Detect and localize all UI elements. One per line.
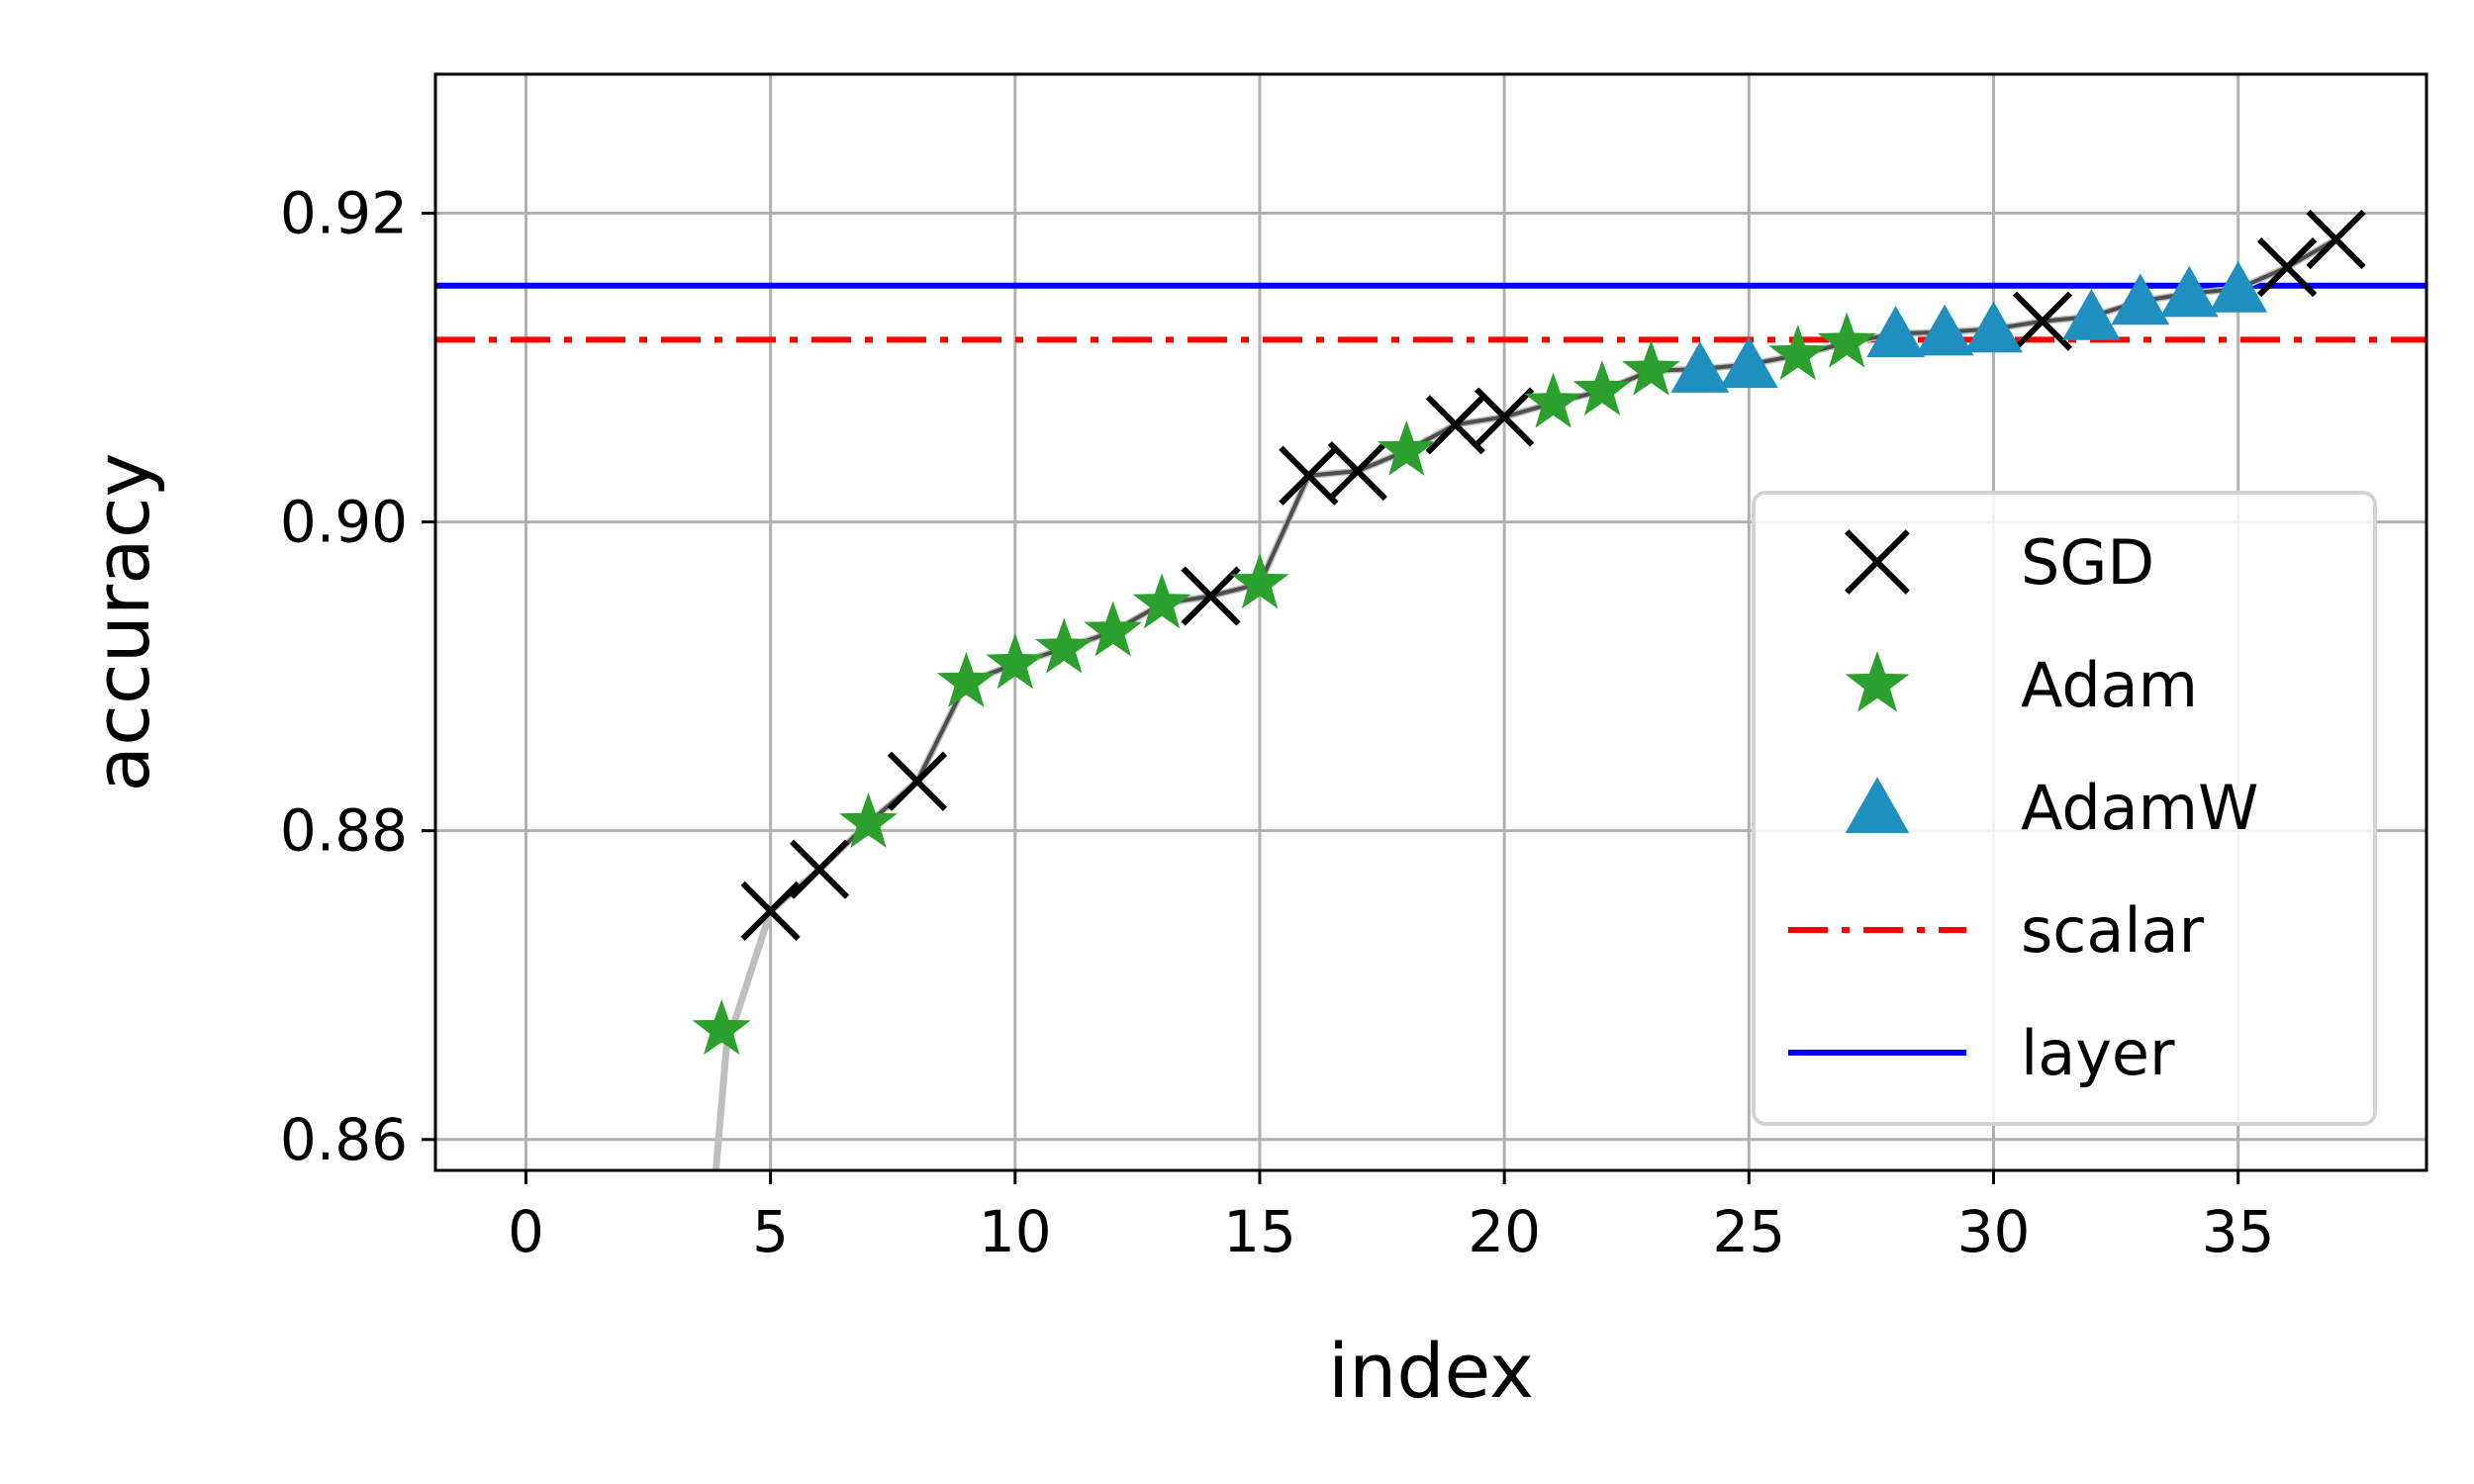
sgd-point [1425, 395, 1485, 455]
legend-entry: SGD [1845, 526, 2154, 599]
adam-point [1230, 553, 1289, 609]
adam-point [692, 999, 751, 1056]
x-tick-label: 5 [752, 1198, 789, 1265]
legend-sgd-symbol [1845, 529, 1910, 595]
adam-point [936, 651, 996, 707]
adamw-point [2159, 265, 2219, 318]
sgd-series [740, 209, 2366, 941]
y-tick-label: 0.86 [280, 1106, 408, 1173]
adam-point [1084, 601, 1143, 657]
adamw-point [1915, 304, 1974, 356]
adam-point [986, 633, 1045, 690]
y-tick-label: 0.88 [280, 797, 408, 865]
y-tick-label: 0.92 [280, 179, 408, 246]
legend-box [1752, 491, 2377, 1126]
x-tick-label: 30 [1957, 1198, 2031, 1265]
legend-adam-symbol [1845, 650, 1910, 712]
sgd-point [1181, 566, 1241, 626]
adam-point [1524, 372, 1583, 428]
adam-series [692, 312, 1876, 1056]
adamw-point [1964, 301, 2023, 353]
x-tick-label: 15 [1223, 1198, 1296, 1265]
legend-entry: AdamW [1845, 772, 2258, 844]
legend-label: AdamW [2021, 772, 2258, 844]
y-axis-label: accuracy [78, 453, 166, 792]
sgd-point [887, 751, 948, 811]
x-tick-label: 10 [979, 1198, 1052, 1265]
adam-point [1132, 573, 1191, 629]
sgd-point [2306, 209, 2366, 270]
sgd-point [2012, 291, 2073, 351]
adam-point [1572, 359, 1632, 416]
legend: SGD Adam AdamW scalar layer [1752, 491, 2377, 1126]
sgd-point [1475, 387, 1535, 447]
x-tick-label: 0 [508, 1198, 544, 1265]
legend-label: scalar [2021, 894, 2205, 967]
sgd-point [1327, 440, 1387, 502]
adam-point [1768, 325, 1828, 381]
legend-adamw-symbol [1845, 777, 1910, 834]
legend-entry: layer [1788, 1017, 2175, 1089]
adamw-point [2111, 273, 2170, 325]
sgd-point [740, 881, 801, 941]
x-tick-label: 25 [1712, 1198, 1785, 1265]
legend-label: layer [2021, 1017, 2175, 1089]
adamw-point [1670, 341, 1730, 393]
legend-label: Adam [2021, 649, 2198, 721]
legend-entry: scalar [1788, 894, 2205, 967]
axis-ticks: 0 5 10 15 20 25 30 35 0.86 0.88 0.90 0.92 [280, 179, 2275, 1265]
adam-point [1622, 339, 1680, 396]
legend-entry: Adam [1845, 649, 2198, 721]
adamw-point [2209, 260, 2268, 313]
adam-point [1817, 312, 1876, 368]
adam-point [1034, 617, 1094, 674]
sgd-point [789, 839, 850, 899]
y-tick-label: 0.90 [280, 489, 408, 556]
adamw-point [1719, 336, 1778, 389]
adamw-point [2061, 289, 2121, 340]
adam-point [1377, 419, 1436, 476]
plot-frame [433, 72, 2428, 1172]
sgd-point [1279, 445, 1339, 506]
adamw-series [1670, 260, 2268, 393]
legend-label: SGD [2021, 526, 2154, 599]
adam-point [839, 791, 898, 848]
x-axis-label: index [1328, 1327, 1534, 1415]
adamw-point [1866, 306, 1926, 357]
data-markers [692, 209, 2366, 1056]
x-tick-label: 35 [2202, 1198, 2275, 1265]
sgd-point [2256, 236, 2318, 298]
x-tick-label: 20 [1468, 1198, 1541, 1265]
